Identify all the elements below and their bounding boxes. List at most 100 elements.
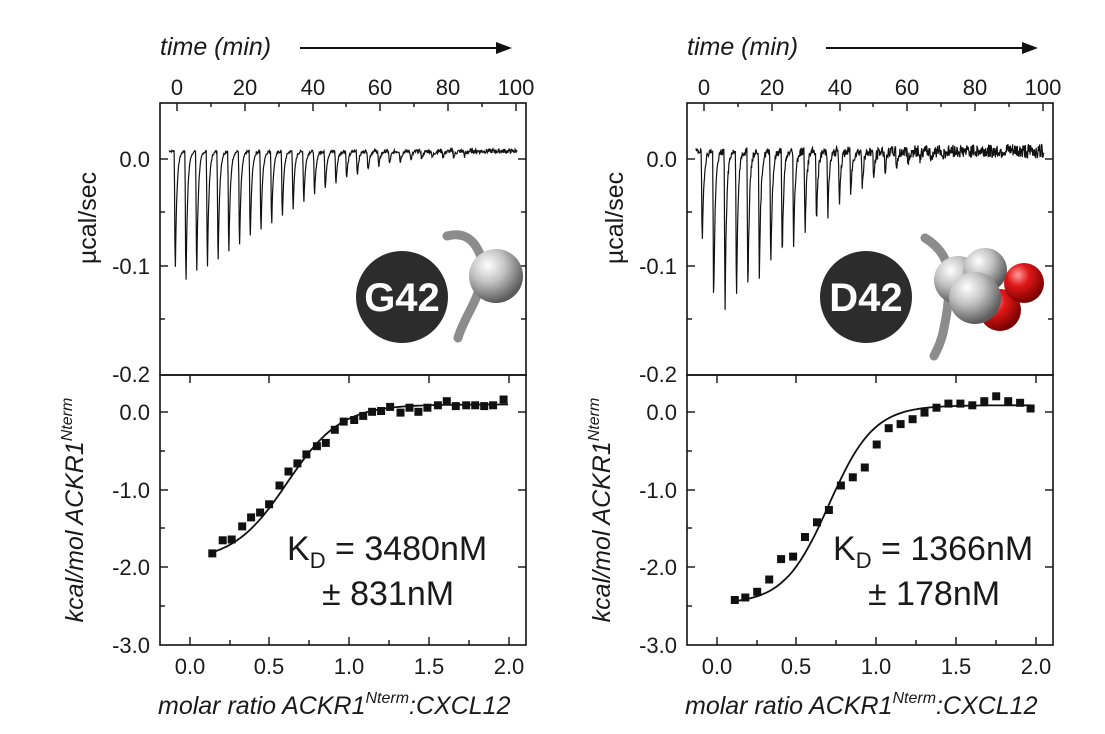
data-point [377,407,386,415]
data-point [896,420,905,429]
data-point [302,450,311,459]
top-xtick-label: 40 [828,75,852,100]
data-point [312,442,321,451]
data-point [350,416,359,424]
kd-prefix: K [833,530,856,568]
data-point [386,402,395,411]
bottom-ylabel-g42: kcal/mol ACKR1Nterm [59,398,89,623]
bottom-ylabel-d42: kcal/mol ACKR1Nterm [586,398,616,623]
data-point [284,467,293,476]
data-point [992,392,1001,401]
xlabel-sup: Nterm [892,690,936,707]
data-point [730,596,739,604]
top-xtick-label: 80 [963,75,987,100]
top-xtick-label: 0 [698,75,710,100]
data-point [1016,398,1025,407]
data-point [238,522,247,531]
bottom-xtick-label: 2.0 [494,654,525,679]
bottom-xtick-label: 1.0 [334,654,365,679]
badge-label-g42: G42 [364,276,440,320]
top-ylabel-d42: µcal/sec [601,172,629,264]
data-point [227,535,236,544]
data-point [968,401,977,410]
data-point [265,500,274,509]
top-xtick-label: 100 [498,75,535,100]
thermogram-trace-g42 [168,147,518,280]
bottom-xtick-label: 0.0 [702,654,733,679]
thermogram-trace-d42 [695,143,1045,310]
bottom-ytick-label: -3.0 [112,633,150,658]
bottom-xtick-label: 1.0 [861,654,892,679]
bottom-ytick-label: 0.0 [119,400,150,425]
data-point [330,425,339,434]
data-point [956,399,965,408]
bottom-ytick-label: -1.0 [112,478,150,503]
ylabel-sup: Nterm [586,398,603,442]
kd-value: = 1366nM [872,530,1034,568]
panel-g42: time (min) 0 20 40 60 80 100 0.0 -0. [59,33,534,720]
data-point [801,533,809,541]
data-point [741,593,750,602]
xlabel-suffix: :CXCL12 [936,692,1038,720]
data-point [1004,397,1013,406]
top-ytick-label: -0.2 [639,362,677,387]
bottom-plot-frame-d42 [686,374,1054,646]
top-xtick-label: 20 [233,75,257,100]
atom-sphere [469,249,523,303]
bottom-xtick-label: 2.0 [1021,654,1052,679]
xlabel-suffix: :CXCL12 [409,692,511,720]
data-point [499,395,508,404]
top-ticks-g42 [160,103,526,320]
data-point [884,424,893,433]
kd-prefix: K [287,530,310,568]
top-xtick-label: 20 [760,75,784,100]
bottom-xtick-label: 0.0 [175,654,206,679]
data-point [359,411,368,420]
data-point [451,402,460,411]
data-point [932,403,941,412]
data-point [442,397,451,406]
data-point [765,575,774,584]
data-point [1026,404,1035,413]
data-point [789,552,798,561]
top-ytick-label: 0.0 [119,147,150,172]
data-point [980,397,989,406]
data-point [275,481,284,490]
badge-circle [356,251,448,343]
xlabel-main: molar ratio ACKR1 [685,692,892,720]
data-point [462,401,471,410]
data-point [396,408,405,417]
xlabel-main: molar ratio ACKR1 [158,692,365,720]
data-point [777,555,786,564]
kd-error-d42: ± 178nM [868,575,1000,613]
bottom-xtick-label: 0.5 [781,654,812,679]
top-xtick-label: 60 [368,75,392,100]
data-point [471,401,480,410]
kd-sub: D [856,548,872,573]
time-arrow-head-g42 [496,42,512,54]
data-point [489,401,498,410]
data-point [813,518,821,527]
ylabel-main: kcal/mol ACKR1 [61,441,89,622]
badge-label-d42: D42 [829,276,902,320]
ylabel-main: kcal/mol ACKR1 [588,441,616,622]
kd-label-d42: KD = 1366nM [833,530,1033,573]
top-ytick-label: -0.1 [112,254,150,279]
kd-error-g42: ± 831nM [322,575,454,613]
data-points-d42 [730,392,1035,604]
bottom-ytick-label: -2.0 [639,555,677,580]
top-ytick-label: -0.2 [112,362,150,387]
xlabel-sup: Nterm [365,690,409,707]
bottom-xtick-label: 1.5 [414,654,445,679]
top-xlabel-d42: time (min) [687,33,798,61]
data-point [920,408,929,417]
bottom-plot-frame-g42 [159,374,527,646]
fit-curve-d42 [733,404,1031,603]
top-xtick-label: 80 [436,75,460,100]
data-point [423,403,432,412]
atom-sphere [1004,263,1044,303]
residue-badge-d42: D42 [820,233,1044,361]
bottom-xtick-label: 0.5 [254,654,285,679]
bottom-ytick-label: 0.0 [646,400,677,425]
top-ticks-d42 [687,103,1053,320]
